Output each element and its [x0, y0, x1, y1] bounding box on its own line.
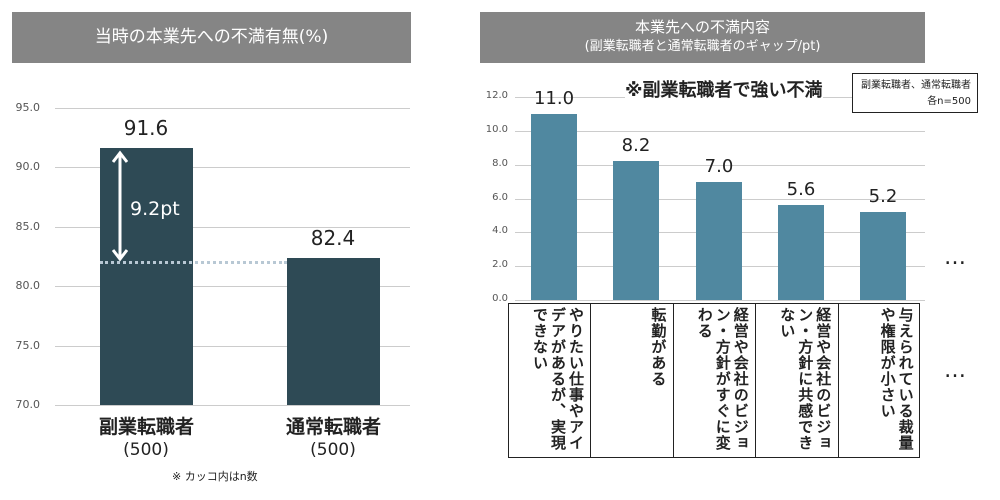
bar [531, 113, 577, 300]
category-label: 経営や会社のビジョン・方針がすぐに変わる [672, 303, 756, 458]
footnote: ※ カッコ内はn数 [172, 470, 258, 483]
right-title-main: 本業先への不満内容 [634, 18, 770, 36]
bar [696, 181, 742, 300]
category-label: 経営や会社のビジョン・方針に共感できない [755, 303, 838, 458]
value-label: 7.0 [704, 155, 734, 177]
left-chart-title: 当時の本業先への不満有無(%) [12, 12, 411, 63]
gridline [515, 164, 925, 166]
sample-size-label: (500) [310, 440, 356, 460]
ellipsis-bottom: … [944, 358, 966, 383]
y-tick-label: 90.0 [15, 160, 41, 174]
legend-line-2: 各n=500 [927, 96, 971, 107]
gridline [55, 167, 410, 169]
legend-box: 副業転職者、通常転職者 各n=500 [852, 73, 978, 113]
ellipsis-top: … [944, 245, 966, 270]
value-label: 5.6 [786, 179, 816, 201]
gridline [515, 300, 925, 301]
sample-size-label: (500) [123, 440, 169, 460]
y-tick-label: 4.0 [492, 225, 508, 237]
legend-line-1: 副業転職者、通常転職者 [861, 80, 971, 91]
y-tick-label: 70.0 [15, 398, 41, 411]
category-label: 通常転職者 [285, 416, 381, 438]
gridline [55, 226, 410, 228]
value-label: 8.2 [621, 135, 651, 157]
value-label: 91.6 [123, 116, 169, 141]
category-table-border [508, 303, 920, 458]
y-tick-label: 12.0 [485, 90, 508, 101]
bar [778, 205, 824, 300]
category-label: やりたい仕事やアイデアがあるが、実現できない [508, 303, 591, 458]
y-tick-label: 6.0 [492, 191, 508, 203]
bar [613, 161, 659, 300]
y-tick-label: 95.0 [15, 101, 41, 114]
y-tick-label: 2.0 [492, 259, 508, 271]
gridline [55, 405, 410, 406]
category-label: 与えられている裁量や権限が小さい [837, 303, 921, 458]
note-text: ※副業転職者で強い不満 [625, 76, 823, 102]
category-label: 転勤がある [590, 303, 673, 458]
y-tick-label: 80.0 [15, 279, 41, 293]
y-tick-label: 75.0 [15, 338, 41, 352]
gridline [515, 130, 925, 132]
gridline [55, 108, 410, 109]
value-label: 5.2 [868, 186, 898, 208]
y-tick-label: 8.0 [492, 157, 508, 169]
bar [860, 212, 906, 300]
bar [100, 148, 193, 405]
y-tick-label: 85.0 [15, 219, 41, 233]
gap-arrow [111, 150, 129, 262]
category-label: 副業転職者 [98, 416, 194, 438]
gridline [55, 286, 410, 288]
gap-annotation: 9.2pt [130, 198, 180, 220]
value-label: 11.0 [533, 87, 575, 109]
gridline [55, 345, 410, 347]
right-chart-title: 本業先への不満内容 (副業転職者と通常転職者のギャップ/pt) [480, 12, 925, 63]
y-tick-label: 10.0 [485, 123, 508, 135]
value-label: 82.4 [310, 225, 356, 250]
reference-dotted-line [100, 261, 287, 264]
right-title-sub: (副業転職者と通常転職者のギャップ/pt) [584, 39, 821, 54]
bar [287, 257, 380, 405]
y-tick-label: 0.0 [492, 293, 508, 304]
